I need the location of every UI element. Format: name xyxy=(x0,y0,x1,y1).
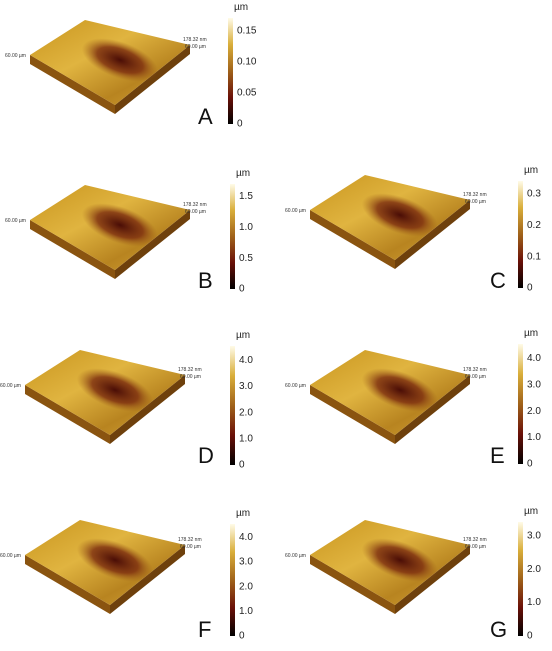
colorbar-tick: 0.5 xyxy=(239,253,253,264)
colorbar-unit: µm xyxy=(236,168,250,179)
colorbar xyxy=(230,346,235,465)
colorbar xyxy=(228,18,233,124)
colorbar-unit: µm xyxy=(236,330,250,341)
height-label: 178.32 nm xyxy=(178,537,202,543)
colorbar-tick: 2.0 xyxy=(527,564,541,575)
colorbar-tick: 4.0 xyxy=(239,355,253,366)
panel-label: E xyxy=(490,443,505,468)
colorbar-tick: 0 xyxy=(239,284,245,295)
width-label: 60.00 µm xyxy=(285,208,306,214)
width-label: 60.00 µm xyxy=(5,218,26,224)
colorbar-tick: 1.0 xyxy=(239,606,253,617)
colorbar-tick: 0.10 xyxy=(237,56,257,67)
surface-feature xyxy=(81,38,159,82)
surface-side xyxy=(25,555,110,614)
panel-label: G xyxy=(490,617,507,642)
surface-side xyxy=(395,375,470,444)
colorbar-tick: 0 xyxy=(239,460,245,471)
colorbar-tick: 0.1 xyxy=(527,251,541,262)
colorbar-tick: 0 xyxy=(527,283,533,294)
colorbar-tick: 1.0 xyxy=(239,222,253,233)
colorbar-tick: 0.15 xyxy=(237,25,257,36)
panel-label: F xyxy=(198,617,211,642)
surface-feature xyxy=(76,538,154,582)
surface-side xyxy=(110,375,185,444)
colorbar xyxy=(230,524,235,636)
width-label: 60.00 µm xyxy=(285,383,306,389)
colorbar-tick: 3.0 xyxy=(527,530,541,541)
panel-label: A xyxy=(198,104,213,129)
colorbar xyxy=(230,184,235,289)
width-label: 60.00 µm xyxy=(0,383,21,389)
surface-side xyxy=(110,545,185,614)
colorbar-tick: 4.0 xyxy=(239,532,253,543)
surface-side xyxy=(115,210,190,279)
depth-label: 60.00 µm xyxy=(465,199,486,205)
colorbar-tick: 2.0 xyxy=(239,407,253,418)
colorbar xyxy=(518,522,523,636)
colorbar-tick: 2.0 xyxy=(239,581,253,592)
width-label: 60.00 µm xyxy=(5,53,26,59)
colorbar-tick: 0 xyxy=(237,119,243,130)
surface-feature xyxy=(76,368,154,412)
colorbar-tick: 1.0 xyxy=(527,597,541,608)
colorbar-tick: 0.05 xyxy=(237,88,257,99)
colorbar-tick: 0 xyxy=(527,631,533,642)
depth-label: 60.00 µm xyxy=(465,544,486,550)
height-label: 178.32 nm xyxy=(178,367,202,373)
surface-side xyxy=(115,45,190,114)
colorbar-tick: 2.0 xyxy=(527,406,541,417)
width-label: 60.00 µm xyxy=(285,553,306,559)
height-label: 178.32 nm xyxy=(463,367,487,373)
surface-side xyxy=(395,545,470,614)
height-label: 178.32 nm xyxy=(463,537,487,543)
height-label: 178.32 nm xyxy=(183,37,207,43)
colorbar-tick: 0.3 xyxy=(527,188,541,199)
colorbar-unit: µm xyxy=(236,508,250,519)
colorbar xyxy=(518,344,523,464)
surface-feature xyxy=(361,538,439,582)
surface-feature xyxy=(361,193,439,237)
surface-side xyxy=(310,555,395,614)
surface-side xyxy=(310,385,395,444)
colorbar-tick: 1.0 xyxy=(239,433,253,444)
depth-label: 60.00 µm xyxy=(185,209,206,215)
colorbar-unit: µm xyxy=(524,165,538,176)
height-label: 178.32 nm xyxy=(183,202,207,208)
colorbar-unit: µm xyxy=(234,2,248,13)
colorbar-tick: 1.5 xyxy=(239,191,253,202)
colorbar-unit: µm xyxy=(524,506,538,517)
colorbar-tick: 0 xyxy=(239,631,245,642)
surface-side xyxy=(395,200,470,269)
colorbar-tick: 3.0 xyxy=(527,379,541,390)
surface-feature xyxy=(81,203,159,247)
surface-side xyxy=(30,55,115,114)
depth-label: 60.00 µm xyxy=(180,374,201,380)
surface-side xyxy=(30,220,115,279)
panel-label: C xyxy=(490,268,506,293)
depth-label: 60.00 µm xyxy=(180,544,201,550)
surface-side xyxy=(310,210,395,269)
depth-label: 60.00 µm xyxy=(465,374,486,380)
panel-label: D xyxy=(198,443,214,468)
surface-feature xyxy=(361,368,439,412)
colorbar-tick: 1.0 xyxy=(527,432,541,443)
colorbar-tick: 0 xyxy=(527,459,533,470)
panel-label: B xyxy=(198,268,213,293)
colorbar-unit: µm xyxy=(524,328,538,339)
colorbar-tick: 0.2 xyxy=(527,220,541,231)
surface-side xyxy=(25,385,110,444)
colorbar-tick: 4.0 xyxy=(527,353,541,364)
width-label: 60.00 µm xyxy=(0,553,21,559)
height-label: 178.32 nm xyxy=(463,192,487,198)
colorbar-tick: 3.0 xyxy=(239,557,253,568)
colorbar-tick: 3.0 xyxy=(239,381,253,392)
depth-label: 60.00 µm xyxy=(185,44,206,50)
colorbar xyxy=(518,181,523,288)
